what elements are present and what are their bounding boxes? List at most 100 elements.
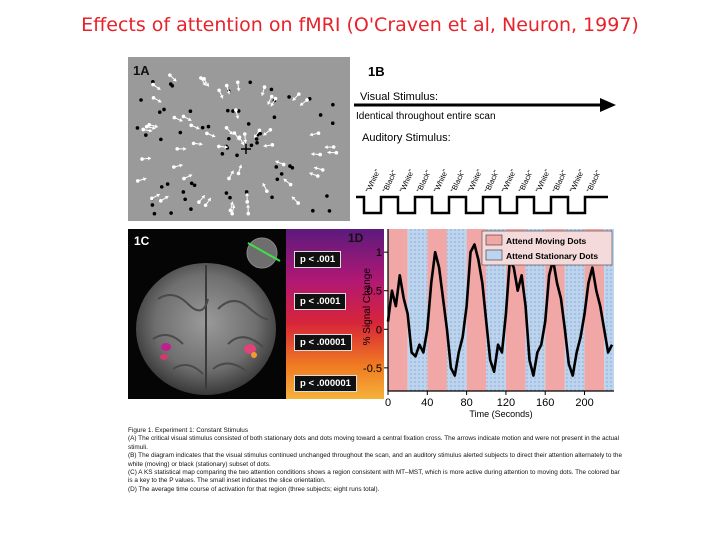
moving-dot [224, 83, 231, 95]
panel-d-label: 1D [348, 231, 364, 245]
legend-swatch [485, 249, 503, 261]
caption-b: (B) The diagram indicates that the visua… [128, 452, 623, 468]
moving-dot [217, 144, 228, 149]
moving-dot [191, 141, 203, 146]
y-tick-label: -0.5 [363, 363, 382, 375]
auditory-square-wave [356, 195, 608, 215]
moving-dot [242, 132, 248, 144]
moving-dot [270, 96, 278, 107]
moving-dot [224, 126, 234, 135]
moving-dot [197, 195, 206, 204]
slide-title: Effects of attention on fMRI (O'Craven e… [81, 14, 639, 36]
x-axis-label: Time (Seconds) [469, 409, 532, 419]
moving-dot [324, 145, 336, 150]
caption-d: (D) The average time course of activatio… [128, 485, 380, 493]
stationary-dot [325, 194, 329, 198]
timeline-arrowhead [600, 98, 616, 112]
moving-dot [144, 124, 156, 130]
moving-dot [199, 76, 207, 86]
moving-dot [263, 143, 275, 148]
stationary-dot [181, 190, 186, 194]
stationary-dot [270, 195, 274, 200]
y-tick-label: 1 [376, 247, 382, 259]
figure-caption: Figure 1. Experiment 1: Constant Stimulu… [128, 427, 624, 494]
stationary-dot [236, 109, 241, 113]
moving-dot [262, 182, 269, 193]
auditory-cue-label: "Black" [551, 168, 569, 194]
auditory-cue-label: "White" [432, 168, 451, 194]
moving-dot [253, 128, 262, 138]
panel-a-label: 1A [133, 63, 150, 78]
x-tick-label: 160 [536, 397, 554, 409]
stationary-dot [139, 98, 143, 102]
moving-dot [172, 163, 183, 169]
legend-swatch [485, 234, 503, 246]
moving-dot [299, 98, 309, 106]
moving-dot [236, 164, 243, 176]
auditory-cue-label: "Black" [449, 168, 467, 194]
moving-dot [141, 127, 153, 133]
panel-a-dot-stimulus: 1A [128, 57, 350, 221]
panel-d-time-course: 0 40 80 120 160 200 1 0.5 0 -0.5 Time (Seconds) % S… [348, 229, 624, 419]
stationary-dot [272, 115, 277, 119]
auditory-cue-label: "Black" [381, 168, 399, 194]
moving-dot [150, 193, 161, 201]
moving-dot [147, 122, 159, 129]
moving-dot [230, 204, 236, 216]
stationary-dot [330, 121, 335, 125]
moving-dot [267, 94, 274, 105]
p-value-00001: p < .00001 [294, 334, 352, 351]
stationary-dot [318, 113, 323, 117]
moving-dot [182, 174, 193, 181]
moving-dot [245, 192, 250, 204]
signal-line [386, 243, 614, 377]
stationary-dot [226, 108, 230, 113]
moving-dot [172, 115, 183, 122]
visual-stimulus-subtitle: Identical throughout entire scan [356, 111, 496, 122]
stationary-dot [331, 102, 335, 107]
moving-dot [151, 82, 161, 91]
moving-dot [291, 196, 300, 205]
moving-dot [140, 156, 152, 161]
x-tick-label: 40 [421, 397, 433, 409]
panel-b-label: 1B [368, 64, 385, 79]
moving-dot [283, 178, 293, 187]
stationary-dot [151, 80, 155, 84]
chart-legend: Attend Moving Dots Attend Stationary Dots [481, 230, 613, 266]
p-value-colorbar: p < .001 p < .0001 p < .00001 p < .00000… [286, 229, 384, 399]
stationary-dot [244, 190, 249, 194]
time-course-chart: 0 40 80 120 160 200 1 0.5 0 -0.5 Time (Seconds) % S… [362, 229, 614, 419]
stationary-dot [224, 191, 229, 195]
moving-dot [237, 135, 245, 146]
stationary-dot [258, 131, 263, 136]
moving-dot [158, 195, 169, 203]
stationary-dot [255, 140, 259, 145]
condition-block [584, 229, 605, 391]
moving-dot [260, 85, 267, 96]
stationary-dot [246, 122, 251, 126]
stationary-dot [249, 143, 254, 148]
auditory-cue-label: "Black" [415, 168, 433, 194]
stationary-dot [287, 95, 291, 99]
moving-dot [135, 177, 147, 183]
auditory-cue-label: "Black" [585, 168, 603, 194]
moving-dot [275, 160, 286, 167]
auditory-stimulus-title: Auditory Stimulus: [362, 132, 451, 144]
moving-dot [309, 131, 321, 137]
x-tick-label: 80 [460, 397, 472, 409]
stationary-dot [188, 109, 193, 113]
stationary-dot [192, 183, 197, 188]
moving-dot [292, 92, 301, 101]
moving-dot [202, 77, 210, 87]
auditory-cue-label: "Black" [517, 168, 535, 194]
caption-a: (A) The critical visual stimulus consist… [128, 435, 620, 451]
auditory-cue-label: "White" [364, 168, 383, 194]
slice-orientation-inset [246, 237, 278, 269]
stationary-dot [231, 109, 235, 113]
stationary-dot [274, 165, 279, 169]
visual-stimulus-title: Visual Stimulus: [360, 91, 438, 103]
stationary-dot [275, 177, 280, 182]
stationary-dot [248, 80, 253, 85]
moving-dot [234, 108, 240, 119]
caption-heading: Figure 1. Experiment 1: Constant Stimulu… [128, 427, 249, 434]
